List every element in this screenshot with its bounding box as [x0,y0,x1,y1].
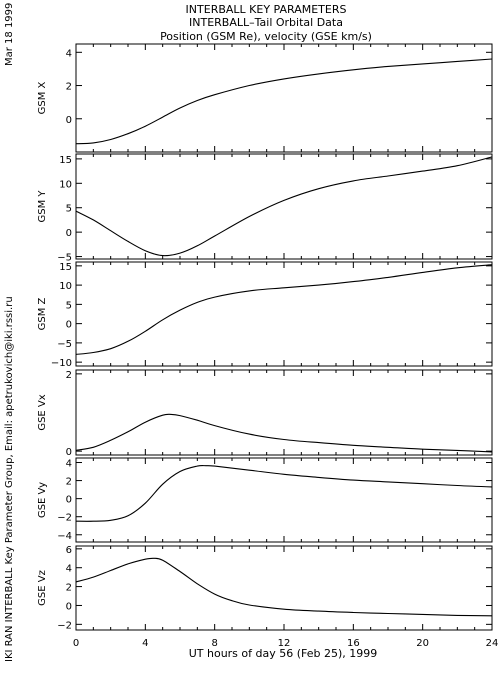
x-tick-label: 12 [278,638,291,649]
title-line-3: Position (GSM Re), velocity (GSE km/s) [160,30,372,43]
y-tick-label: 0 [66,115,72,126]
y-tick-label: 4 [66,459,72,470]
panel-frame-5 [75,457,493,543]
y-tick-label: −5 [57,253,72,264]
y-tick-label: 15 [59,262,72,273]
title-line-2: INTERBALL–Tail Orbital Data [189,16,343,29]
panel-frame-6 [75,545,493,631]
x-tick-label: 16 [347,638,360,649]
y-tick-label: 0 [66,601,72,612]
series-line-2 [75,156,493,257]
series-line-4 [75,413,493,453]
y-tick-label: 4 [66,564,72,575]
y-tick-label: 2 [66,477,72,488]
x-tick-label: 4 [142,638,148,649]
y-axis-label-4: GSE Vx [37,394,48,430]
y-tick-label: 10 [59,281,72,292]
y-axis-label-2: GSM Y [37,190,48,223]
panel-frame-4 [75,369,493,456]
y-tick-label: −2 [57,620,72,631]
y-tick-label: 5 [66,204,72,215]
series-line-5 [75,465,493,522]
x-tick-label: 24 [486,638,499,649]
y-tick-label: 2 [66,583,72,594]
y-tick-label: 2 [66,82,72,93]
y-tick-label: 10 [59,179,72,190]
x-tick-label: 0 [73,638,79,649]
x-axis-label: UT hours of day 56 (Feb 25), 1999 [189,647,378,660]
panel-frame-3 [75,261,493,367]
series-line-6 [75,557,493,617]
credit-label: IKI RAN INTERBALL Key Parameter Group, E… [4,296,15,662]
y-tick-label: 0 [66,447,72,458]
y-tick-label: 5 [66,300,72,311]
y-axis-label-3: GSM Z [37,297,48,330]
y-tick-label: 6 [66,545,72,556]
y-tick-label: 0 [66,228,72,239]
series-line-1 [75,58,493,145]
y-axis-label-1: GSM X [37,81,48,114]
x-tick-label: 8 [211,638,217,649]
y-tick-label: −2 [57,513,72,524]
y-axis-label-5: GSE Vy [37,482,48,518]
y-tick-label: −4 [57,531,72,542]
title-line-1: INTERBALL KEY PARAMETERS [186,3,347,16]
y-tick-label: 0 [66,495,72,506]
y-tick-label: −5 [57,339,72,350]
y-tick-label: 15 [59,155,72,166]
x-tick-label: 20 [416,638,429,649]
y-tick-label: 2 [66,370,72,381]
y-tick-label: 4 [66,48,72,59]
panel-frame-1 [75,43,493,153]
date-stamp: Mar 18 1999 [4,3,15,66]
y-tick-label: −10 [51,358,72,369]
y-tick-label: 0 [66,320,72,331]
series-line-3 [75,264,493,355]
y-axis-label-6: GSE Vz [37,570,48,606]
